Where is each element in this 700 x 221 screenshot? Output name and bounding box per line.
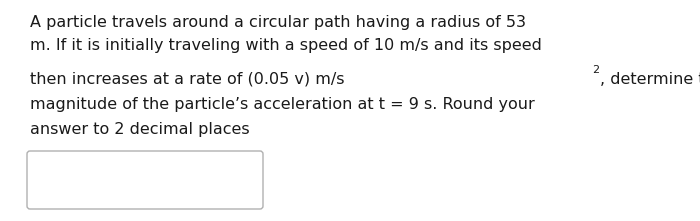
Text: m. If it is initially traveling with a speed of 10 m/s and its speed: m. If it is initially traveling with a s… <box>30 38 542 53</box>
Text: 2: 2 <box>592 65 599 75</box>
Text: answer to 2 decimal places: answer to 2 decimal places <box>30 122 250 137</box>
Text: then increases at a rate of (0.05 v) m/s: then increases at a rate of (0.05 v) m/s <box>30 72 349 87</box>
Text: A particle travels around a circular path having a radius of 53: A particle travels around a circular pat… <box>30 15 526 30</box>
Text: magnitude of the particle’s acceleration at t = 9 s. Round your: magnitude of the particle’s acceleration… <box>30 97 535 112</box>
Text: , determine the: , determine the <box>600 72 700 87</box>
FancyBboxPatch shape <box>27 151 263 209</box>
